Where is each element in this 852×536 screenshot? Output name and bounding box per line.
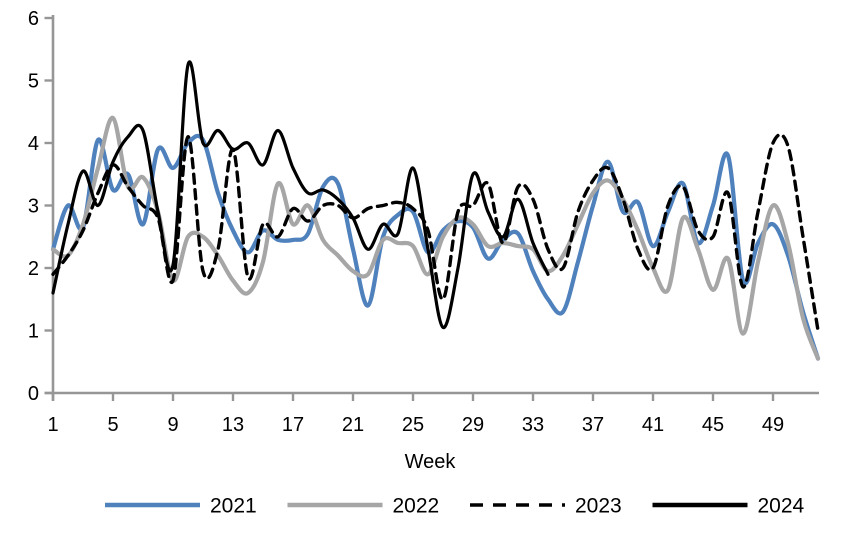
legend-label-2021: 2021 (210, 495, 257, 518)
y-tick-label: 5 (28, 71, 39, 93)
legend-label-2023: 2023 (575, 495, 622, 518)
x-tick-label: 13 (222, 414, 244, 436)
x-axis-title: Week (405, 451, 457, 473)
x-tick-label: 5 (107, 414, 118, 436)
x-tick-label: 37 (582, 414, 604, 436)
legend-item-2022: 2022 (287, 495, 440, 518)
series-line-2022 (50, 115, 821, 361)
y-tick-label: 4 (28, 133, 39, 155)
legend-item-2024: 2024 (652, 495, 805, 518)
series-line-2024 (51, 60, 550, 330)
y-tick-label: 6 (28, 8, 39, 30)
y-tick-label: 3 (28, 196, 39, 218)
x-tick-label: 21 (342, 414, 364, 436)
x-tick-label: 25 (402, 414, 424, 436)
x-tick-label: 9 (167, 414, 178, 436)
y-tick-label: 0 (28, 383, 39, 405)
x-tick-label: 17 (282, 414, 304, 436)
legend-item-2023: 2023 (470, 495, 622, 518)
x-tick-label: 29 (462, 414, 484, 436)
legend-label-2022: 2022 (393, 495, 440, 518)
series-line-2021 (50, 133, 821, 361)
legend-label-2024: 2024 (758, 495, 805, 518)
series-lines (50, 60, 821, 361)
x-tick-label: 1 (47, 414, 58, 436)
x-tick-label: 45 (702, 414, 724, 436)
legend: 2021 2022 2023 2024 (105, 495, 805, 518)
axes (44, 15, 819, 401)
x-tick-label: 49 (762, 414, 784, 436)
x-tick-label: 33 (522, 414, 544, 436)
legend-item-2021: 2021 (105, 495, 257, 518)
y-tick-label: 2 (28, 258, 39, 280)
series-line-2023 (51, 132, 820, 333)
x-tick-label: 41 (642, 414, 664, 436)
y-tick-label: 1 (28, 321, 39, 343)
